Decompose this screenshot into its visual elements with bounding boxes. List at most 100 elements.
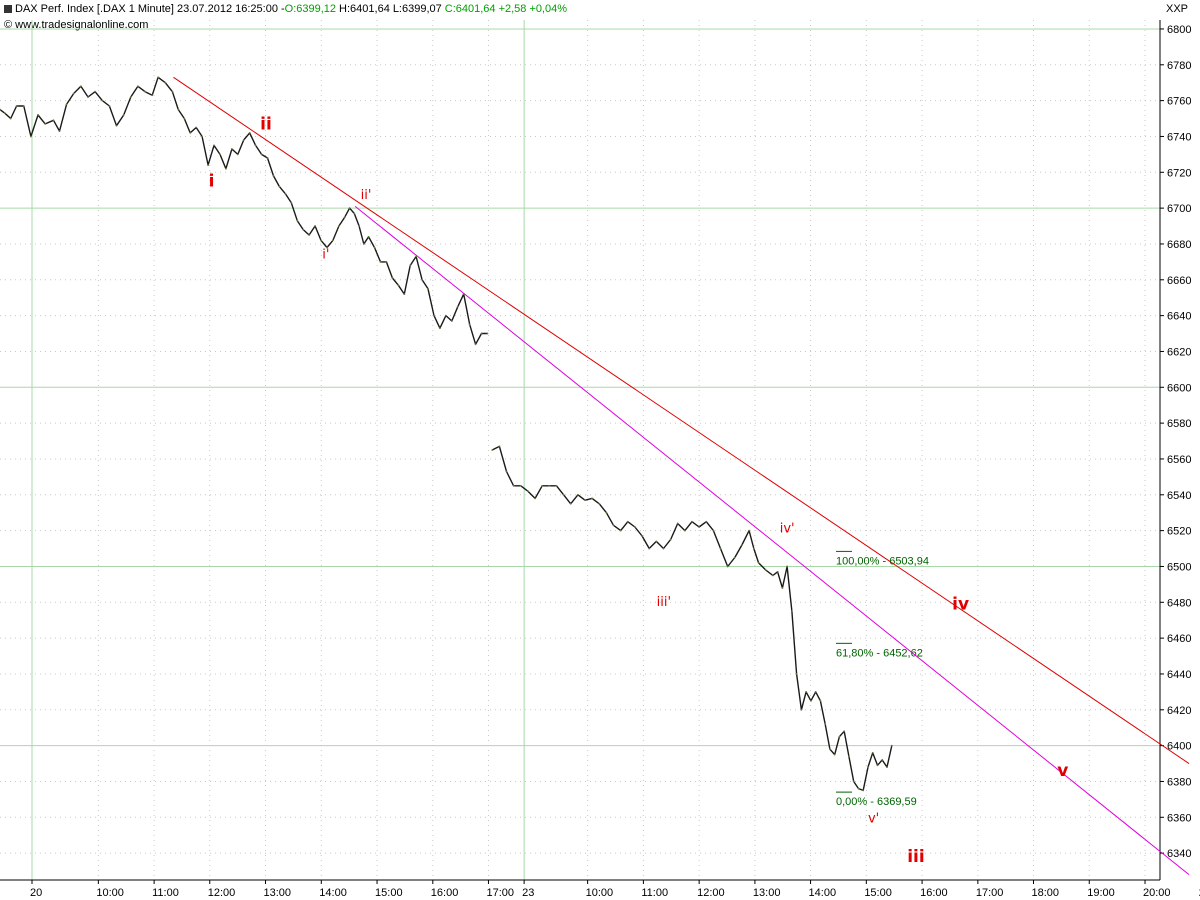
x-tick-label: 18:00	[1031, 887, 1059, 899]
price-point	[462, 293, 465, 296]
price-point	[468, 323, 471, 326]
instrument-title: DAX Perf. Index [.DAX 1 Minute] 23.07.20…	[15, 3, 285, 15]
price-point	[373, 246, 376, 249]
wave-label: ii'	[361, 188, 372, 203]
price-point	[519, 484, 522, 487]
y-tick-label: 6700	[1167, 203, 1191, 215]
price-point	[122, 114, 125, 116]
grid	[0, 20, 1160, 880]
price-point	[486, 332, 489, 335]
price-point	[427, 287, 429, 290]
source-line: © www.tradesignalonline.com	[4, 19, 148, 31]
price-point	[867, 766, 869, 769]
wave-label: i	[209, 172, 215, 192]
price-point	[403, 293, 406, 296]
price-point	[474, 343, 477, 346]
price-point	[115, 124, 118, 127]
price-point	[776, 570, 779, 573]
wave-label: v'	[868, 812, 879, 827]
price-point	[584, 499, 586, 502]
price-point	[177, 108, 180, 111]
price-point	[819, 699, 822, 702]
price-point	[101, 99, 104, 102]
fib-level-label: 100,00% - 6503,94	[836, 555, 929, 567]
y-tick-label: 6420	[1167, 705, 1191, 717]
price-point	[44, 123, 47, 125]
price-point	[741, 544, 743, 546]
y-tick-label: 6620	[1167, 346, 1191, 358]
price-point	[296, 219, 299, 222]
wave-label: i'	[322, 247, 329, 262]
price-point	[314, 225, 316, 227]
x-tick-label: 10:00	[96, 887, 124, 899]
y-tick-label: 6680	[1167, 239, 1191, 251]
price-point	[367, 235, 370, 238]
price-point	[129, 96, 132, 98]
y-tick-label: 6780	[1167, 60, 1191, 72]
y-tick-label: 6340	[1167, 848, 1191, 860]
price-point	[254, 144, 257, 147]
price-point	[171, 90, 174, 93]
price-point	[15, 105, 18, 107]
price-point	[634, 526, 636, 528]
price-series	[0, 76, 893, 792]
wave-label: ii	[260, 114, 272, 134]
price-point	[555, 484, 558, 487]
x-tick-label: 20	[30, 887, 42, 899]
x-tick-label: 20:00	[1143, 887, 1171, 899]
price-point	[862, 789, 865, 792]
y-tick-label: 6540	[1167, 490, 1191, 502]
price-point	[284, 192, 287, 195]
price-point	[848, 755, 850, 758]
price-point	[52, 119, 55, 122]
x-tick-label: 15:00	[375, 887, 403, 899]
chart-header: DAX Perf. Index [.DAX 1 Minute] 23.07.20…	[4, 3, 567, 15]
x-tick-label: 11:00	[641, 887, 668, 899]
trendlines	[173, 76, 1190, 876]
price-point	[72, 92, 75, 95]
price-point	[605, 511, 608, 514]
price-point	[748, 529, 750, 532]
price-point	[358, 225, 360, 227]
x-tick-label: 15:00	[864, 887, 892, 899]
source-url: www.tradesignalonline.com	[15, 19, 149, 31]
price-point	[838, 735, 841, 738]
price-point	[108, 105, 111, 107]
x-tick-label: 13:00	[264, 887, 292, 899]
price-point	[752, 547, 755, 550]
x-tick-label: 23	[522, 887, 534, 899]
copyright-icon: ©	[4, 19, 13, 31]
close-change-value: C:6401,64 +2,58 +0,04%	[444, 3, 568, 15]
price-point	[219, 153, 221, 156]
fib-level-label: 0,00% - 6369,59	[836, 796, 917, 808]
y-tick-label: 6500	[1167, 561, 1191, 573]
price-point	[22, 105, 25, 107]
price-point	[201, 135, 204, 138]
price-point	[353, 212, 356, 215]
price-point	[712, 529, 715, 532]
price-point	[800, 708, 803, 711]
x-tick-label: 13:00	[753, 887, 781, 899]
price-point	[641, 535, 643, 537]
price-point	[527, 490, 529, 493]
price-point	[569, 502, 572, 505]
price-point	[137, 85, 139, 88]
price-point	[726, 565, 729, 568]
y-tick-label: 6360	[1167, 812, 1191, 824]
y-tick-label: 6520	[1167, 526, 1191, 538]
x-tick-label: 12:00	[208, 887, 236, 899]
price-point	[290, 201, 293, 204]
price-point	[439, 327, 441, 330]
price-point	[576, 493, 579, 496]
price-point	[619, 529, 622, 532]
x-tick-label: 19:00	[1087, 887, 1115, 899]
price-point	[691, 520, 693, 523]
price-point	[3, 112, 6, 115]
price-point	[881, 759, 884, 761]
price-line-session-1	[0, 76, 488, 345]
price-point	[343, 216, 346, 218]
price-point	[648, 547, 651, 550]
price-point	[230, 148, 233, 150]
wave-label: iv'	[780, 521, 795, 536]
